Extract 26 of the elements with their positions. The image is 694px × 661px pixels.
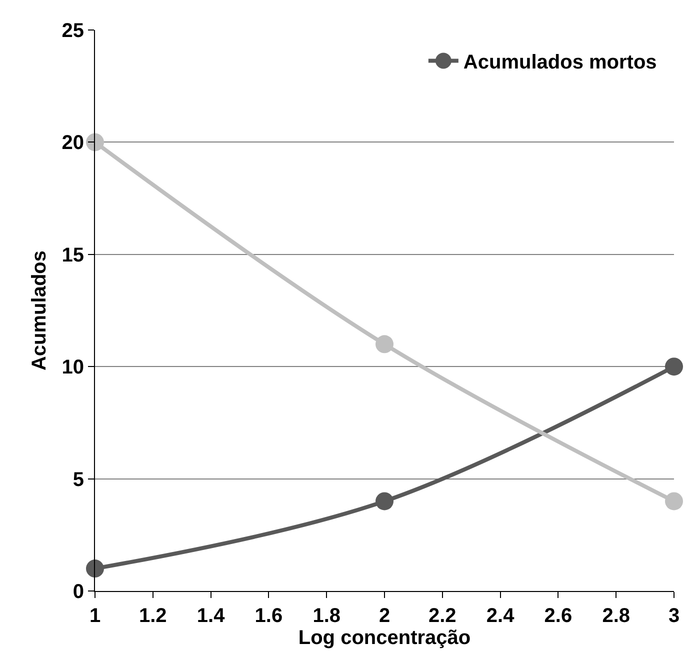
point [376, 492, 394, 510]
x-tick-label: 1.2 [138, 605, 167, 627]
x-tick-label: 1.8 [312, 605, 341, 627]
y-tick-label: 10 [62, 356, 84, 379]
x-tick-label: 2.4 [486, 605, 516, 627]
point [86, 133, 104, 152]
point [665, 358, 683, 376]
x-tick-label: 2 [378, 605, 390, 627]
x-tick-label: 1.6 [254, 605, 283, 627]
point [86, 560, 104, 578]
x-tick-label: 2.6 [544, 605, 572, 627]
x-tick-label: 2.2 [428, 605, 456, 627]
legend-label: Acumulados mortos [463, 52, 657, 74]
x-tick-label: 2.8 [602, 605, 630, 627]
y-tick-label: 15 [62, 244, 84, 266]
y-axis-title: Acumulados [28, 250, 50, 371]
y-tick-label: 20 [62, 132, 84, 154]
x-tick-label: 1 [89, 605, 101, 627]
y-tick-label: 25 [62, 20, 84, 42]
x-tick-label: 1.4 [196, 605, 226, 627]
point [376, 335, 394, 354]
x-tick-label: 3 [668, 605, 680, 627]
x-axis-title: Log concentração [298, 627, 471, 649]
y-tick-label: 0 [72, 581, 84, 603]
y-tick-label: 5 [72, 468, 84, 491]
point [665, 492, 683, 510]
